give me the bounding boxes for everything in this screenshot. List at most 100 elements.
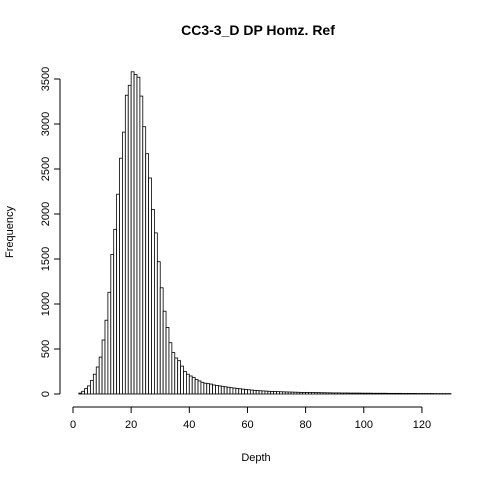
histogram-bar bbox=[87, 385, 91, 395]
histogram-bar bbox=[78, 392, 83, 395]
histogram-bar bbox=[142, 126, 147, 395]
histogram-bar bbox=[369, 392, 373, 395]
histogram-bar bbox=[116, 193, 120, 395]
histogram-bar bbox=[404, 393, 408, 395]
histogram-bar bbox=[296, 391, 301, 395]
histogram-bar bbox=[241, 388, 245, 395]
histogram-bar bbox=[325, 392, 330, 395]
histogram-bar bbox=[287, 391, 292, 395]
histogram-bar bbox=[366, 392, 370, 395]
histogram-bar bbox=[188, 375, 193, 395]
histogram-bar bbox=[290, 391, 295, 395]
y-tick-label: 3500 bbox=[40, 67, 52, 91]
histogram-bar bbox=[406, 393, 411, 395]
histogram-bar bbox=[293, 391, 298, 395]
histogram-bar bbox=[276, 391, 280, 395]
histogram-bar bbox=[302, 391, 307, 395]
histogram-bar bbox=[226, 386, 231, 395]
y-tick-label: 2500 bbox=[40, 157, 52, 181]
x-axis-label: Depth bbox=[241, 452, 270, 464]
histogram-bar bbox=[386, 392, 391, 395]
histogram-bar bbox=[261, 390, 266, 395]
histogram-bar bbox=[337, 392, 341, 395]
histogram-bar bbox=[249, 389, 254, 395]
histogram-bar bbox=[180, 365, 184, 395]
histogram-bar bbox=[389, 392, 394, 395]
chart-title: CC3-3_D DP Homz. Ref bbox=[181, 22, 335, 38]
histogram-bar bbox=[130, 71, 135, 395]
histogram-bar bbox=[151, 209, 155, 395]
histogram-bar bbox=[392, 392, 397, 395]
histogram-bar bbox=[343, 392, 347, 395]
histogram-bar bbox=[174, 357, 179, 395]
y-tick-label: 3000 bbox=[40, 112, 52, 136]
histogram-bar bbox=[136, 76, 141, 395]
histogram-bar bbox=[354, 392, 359, 395]
x-tick-label: 40 bbox=[183, 419, 195, 431]
y-axis: 0 500 1000 1500 2000 2500 3000 3500 bbox=[40, 67, 61, 397]
histogram-bar bbox=[104, 319, 109, 395]
histogram-bar bbox=[281, 391, 286, 395]
histogram-bar bbox=[401, 393, 405, 395]
x-tick-label: 80 bbox=[299, 419, 311, 431]
histogram-bar bbox=[395, 392, 400, 395]
histogram-bar bbox=[119, 157, 123, 395]
histogram-bar bbox=[270, 391, 275, 395]
histogram-bar bbox=[145, 153, 150, 395]
histogram-bar bbox=[113, 228, 118, 395]
x-tick-label: 20 bbox=[125, 419, 137, 431]
histogram-bar bbox=[107, 291, 112, 395]
y-axis-label: Frequency bbox=[4, 206, 16, 258]
histogram-bar bbox=[377, 392, 382, 395]
histogram-bar bbox=[383, 392, 388, 395]
x-tick-label: 0 bbox=[70, 419, 76, 431]
histogram-bar bbox=[95, 366, 100, 395]
histogram-bar bbox=[159, 287, 164, 395]
y-tick-label: 500 bbox=[40, 340, 52, 358]
histogram-bar bbox=[363, 392, 368, 395]
histogram-bar bbox=[319, 392, 324, 395]
histogram-bar bbox=[209, 383, 213, 395]
histogram-bar bbox=[168, 342, 173, 395]
histogram-bar bbox=[183, 371, 187, 395]
histogram-bar bbox=[200, 381, 205, 395]
x-tick-label: 100 bbox=[355, 419, 373, 431]
histogram-bar bbox=[258, 390, 263, 395]
y-tick-label: 0 bbox=[40, 391, 52, 397]
histogram-bar bbox=[220, 385, 225, 395]
x-axis: 0 20 40 60 80 100 120 bbox=[70, 406, 431, 431]
histogram-bar bbox=[322, 392, 327, 395]
histogram-bar bbox=[84, 388, 88, 395]
histogram-bar bbox=[316, 392, 321, 395]
histogram-bar bbox=[247, 389, 251, 395]
x-tick-label: 120 bbox=[413, 419, 431, 431]
histogram-bar bbox=[345, 392, 350, 395]
histogram-bar bbox=[232, 387, 237, 395]
histogram-bar bbox=[264, 390, 269, 395]
histogram-bar bbox=[308, 392, 312, 395]
histogram-bar bbox=[122, 131, 126, 395]
histogram-bar bbox=[357, 392, 362, 395]
histogram-bar bbox=[331, 392, 336, 395]
histogram-bar bbox=[165, 326, 170, 395]
histogram-bar bbox=[235, 388, 240, 395]
histogram-bar bbox=[133, 74, 138, 395]
histogram-bar bbox=[372, 392, 376, 395]
histogram-bar bbox=[206, 383, 211, 395]
histogram-bar bbox=[299, 391, 304, 395]
histogram-bar bbox=[311, 392, 315, 395]
histogram-bar bbox=[154, 232, 158, 395]
histogram-bar bbox=[101, 339, 106, 395]
histogram-bar bbox=[90, 380, 94, 395]
histogram-bar bbox=[279, 391, 283, 395]
histogram-bar bbox=[177, 360, 181, 395]
histogram-bar bbox=[194, 379, 199, 395]
histogram-bar bbox=[255, 390, 260, 395]
histogram-bar bbox=[171, 352, 176, 395]
histogram-bar bbox=[409, 393, 414, 395]
histogram-bar bbox=[305, 392, 309, 395]
histogram-bar bbox=[110, 254, 115, 395]
histogram-bar bbox=[273, 391, 277, 395]
histogram-bar bbox=[81, 390, 86, 395]
